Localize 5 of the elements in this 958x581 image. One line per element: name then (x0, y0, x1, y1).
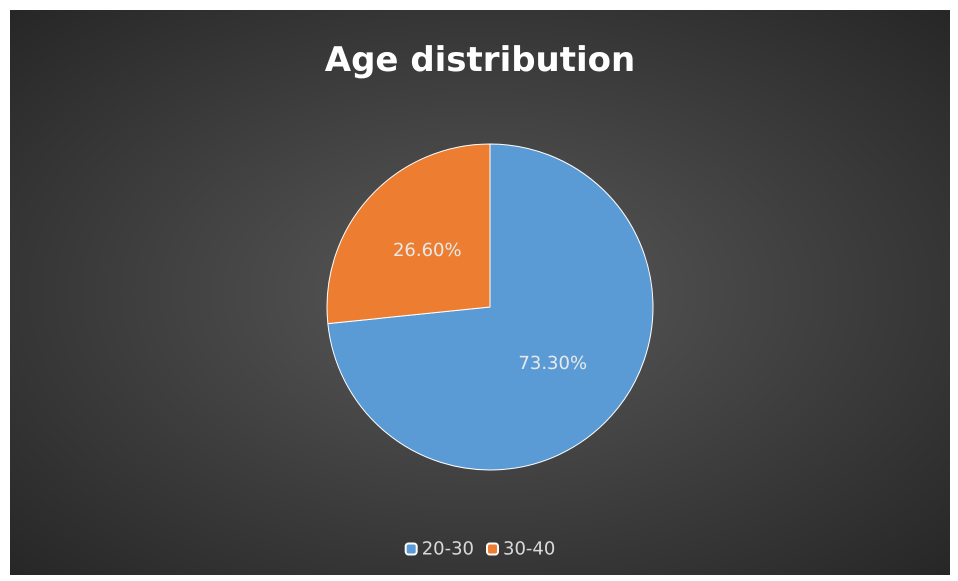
chart-title: Age distribution (324, 40, 636, 80)
legend-label: 30-40 (503, 538, 556, 560)
legend-label: 20-30 (422, 538, 474, 560)
data-label: 26.60% (392, 240, 462, 261)
data-label: 73.30% (518, 353, 588, 374)
